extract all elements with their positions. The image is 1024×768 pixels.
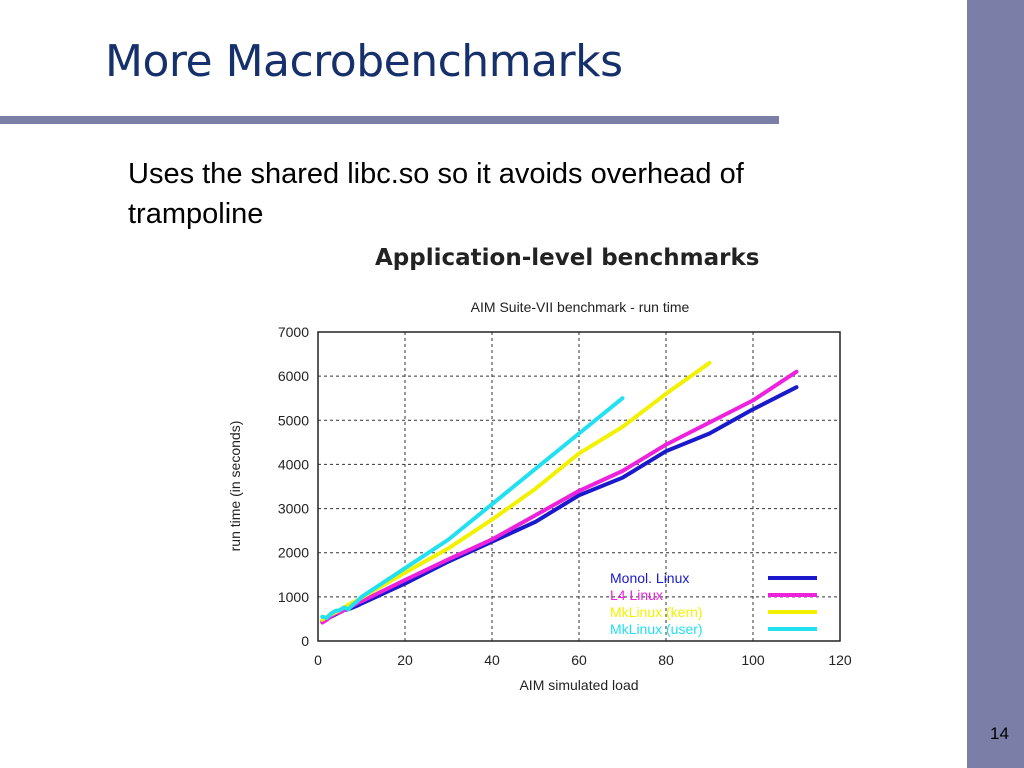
grid-layer	[318, 332, 840, 641]
x-tick-label: 20	[397, 652, 413, 668]
x-tick-label: 120	[828, 652, 852, 668]
y-tick-label: 4000	[278, 456, 309, 472]
legend-label: Monol. Linux	[610, 570, 689, 586]
y-tick-label: 1000	[278, 589, 309, 605]
page-number: 14	[990, 724, 1009, 743]
axis-layer: 0 20 40 60 80 100 120 0 1000 2000 3000 4000 5000 6000…	[278, 324, 852, 668]
y-tick-label: 0	[301, 633, 309, 649]
x-axis-label: AIM simulated load	[519, 677, 638, 693]
x-tick-label: 100	[741, 652, 765, 668]
legend-label: MkLinux (user)	[610, 621, 703, 637]
chart-title: AIM Suite-VII benchmark - run time	[471, 299, 690, 315]
y-tick-label: 3000	[278, 501, 309, 517]
legend-label: L4 Linux	[610, 587, 663, 603]
x-tick-label: 40	[484, 652, 500, 668]
slide-title: More Macrobenchmarks	[105, 36, 623, 87]
y-tick-label: 6000	[278, 368, 309, 384]
benchmark-chart: AIM Suite-VII benchmark - run time 0 20 40…	[227, 299, 852, 693]
series-line-1	[320, 369, 799, 625]
series-line-3	[320, 396, 625, 620]
y-tick-label: 2000	[278, 545, 309, 561]
title-rule	[0, 116, 779, 124]
sidebar-band	[967, 0, 1024, 768]
series-layer	[320, 360, 799, 625]
plot-frame	[317, 331, 841, 642]
body-text: Uses the shared libc.so so it avoids ove…	[128, 158, 744, 230]
x-tick-label: 0	[314, 652, 322, 668]
x-tick-label: 60	[571, 652, 587, 668]
figure-heading: Application-level benchmarks	[375, 245, 760, 271]
x-tick-label: 80	[658, 652, 674, 668]
y-tick-label: 5000	[278, 412, 309, 428]
y-tick-label: 7000	[278, 324, 309, 340]
y-axis-label: run time (in seconds)	[227, 421, 243, 552]
legend-label: MkLinux (kern)	[610, 604, 703, 620]
